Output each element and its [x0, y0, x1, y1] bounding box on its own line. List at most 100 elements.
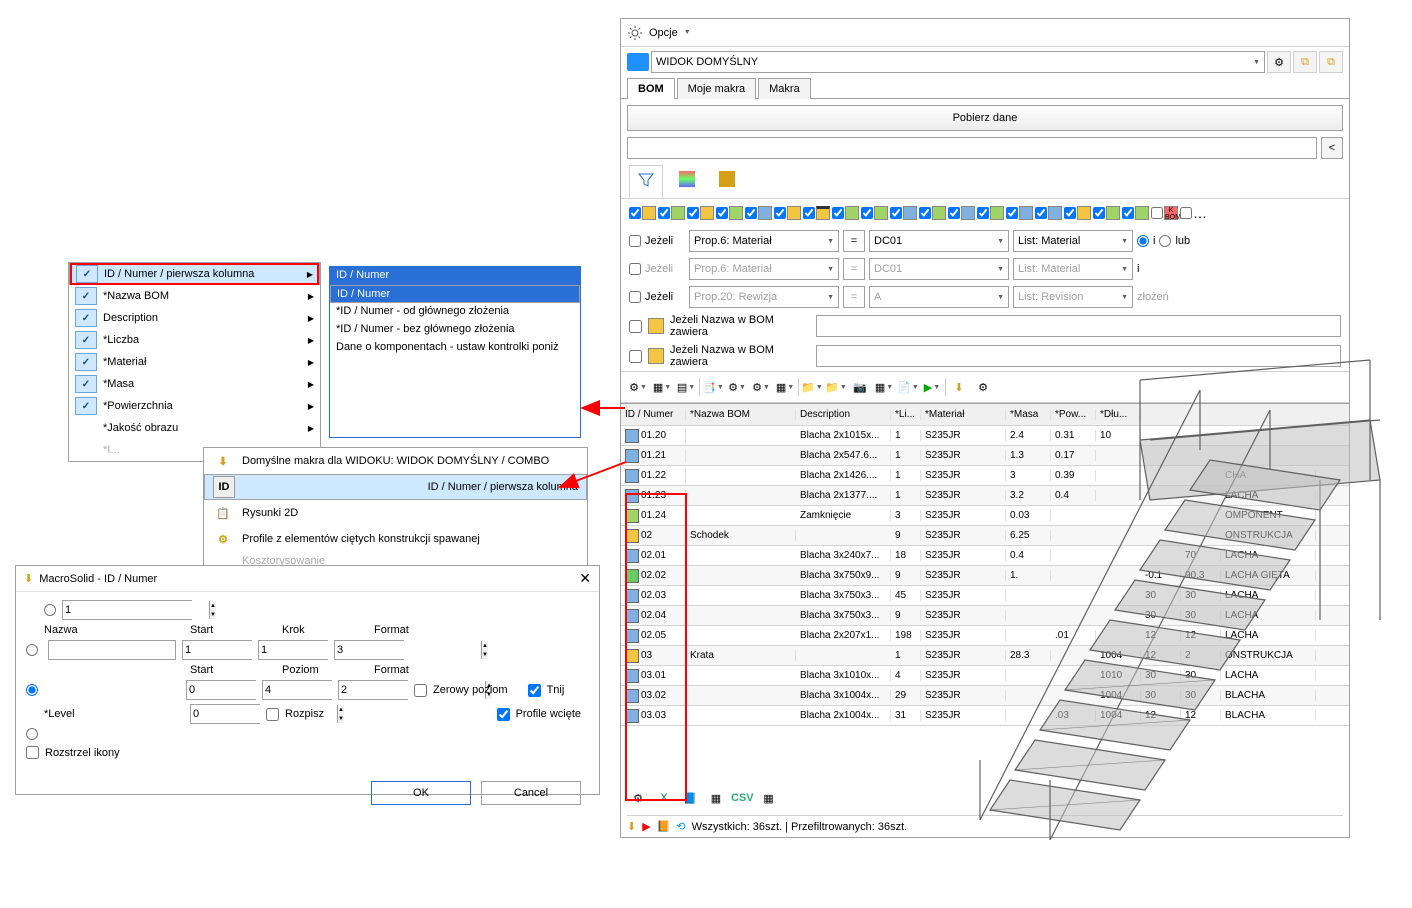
filter-list-select[interactable]: List: Material▼ — [1013, 258, 1133, 280]
search-input[interactable] — [627, 137, 1317, 159]
menu-item[interactable]: ✓*Nazwa BOM▶ — [69, 285, 320, 307]
name-filter-checkbox[interactable] — [629, 350, 642, 363]
filter-checkbox[interactable] — [890, 206, 917, 220]
menu-item[interactable]: ✓ ID / Numer / pierwsza kolumna ▶ — [69, 263, 320, 285]
filter-prop-select[interactable]: Prop.6: Materiał▼ — [689, 230, 839, 252]
filter-prop-select[interactable]: Prop.20: Rewizja▼ — [689, 286, 839, 308]
col-header[interactable]: *Materiał — [921, 409, 1006, 420]
filter-checkbox[interactable] — [745, 206, 772, 220]
format-spinner[interactable]: ▲▼ — [334, 640, 404, 660]
submenu-item[interactable]: ID / Numer — [330, 285, 580, 303]
duplicate-button[interactable]: ⧉ — [1319, 51, 1343, 73]
macro-item[interactable]: 📋 Rysunki 2D — [204, 500, 587, 526]
filter-checkbox[interactable]: KBOM — [1151, 206, 1178, 220]
menu-item[interactable]: ✓*Powierzchnia▶ — [69, 395, 320, 417]
menu-item[interactable]: ✓*Masa▶ — [69, 373, 320, 395]
level-spinner[interactable]: ▲▼ — [190, 704, 260, 724]
filter-val-select[interactable]: DC01▼ — [869, 230, 1009, 252]
menu-item[interactable]: *Jakość obrazu▶ — [69, 417, 320, 439]
tool-btn[interactable]: ⚙▼ — [750, 376, 772, 398]
teamviewer-icon[interactable]: ⟲ — [676, 820, 685, 833]
col-header[interactable]: *Pow... — [1051, 409, 1096, 420]
filter-checkbox[interactable] — [687, 206, 714, 220]
qr-icon[interactable]: ▦▼ — [873, 376, 895, 398]
radio-i[interactable] — [1137, 235, 1149, 247]
name-filter-input[interactable] — [816, 315, 1341, 337]
filter-checkbox[interactable] — [803, 206, 830, 220]
table-row[interactable]: 02.04Blacha 3x750x3...9S235JR3030LACHA — [621, 606, 1349, 626]
filter-checkbox[interactable] — [1064, 206, 1091, 220]
macro-item[interactable]: ⚙ Profile z elementów ciętych konstrukcj… — [204, 526, 587, 552]
filter-enable-checkbox[interactable] — [629, 291, 641, 303]
col-header[interactable]: *Dłu... — [1096, 409, 1141, 420]
radio-lub[interactable] — [1159, 235, 1171, 247]
camera-icon[interactable]: 📷 — [849, 376, 871, 398]
table-row[interactable]: 01.21Blacha 2x547.6...1S235JR1.30.17 — [621, 446, 1349, 466]
filter-val-select[interactable]: A▼ — [869, 286, 1009, 308]
name-filter-input[interactable] — [816, 345, 1341, 367]
youtube-icon[interactable]: ▶ — [642, 820, 650, 833]
gear-icon[interactable]: ⚙▼ — [627, 376, 649, 398]
table-row[interactable]: 02.05Blacha 2x207x1...198S235JR.011212LA… — [621, 626, 1349, 646]
nazwa-input[interactable] — [48, 640, 176, 660]
table-row[interactable]: 01.22Blacha 2x1426....1S235JR30.39CHA — [621, 466, 1349, 486]
close-icon[interactable]: ✕ — [579, 570, 591, 587]
opcje-label[interactable]: Opcje — [649, 27, 678, 39]
radio-option[interactable] — [44, 604, 56, 616]
down-icon[interactable]: ⬇ — [948, 376, 970, 398]
table-row[interactable]: 01.24Zamknięcie3S235JR0.03OMPONENT — [621, 506, 1349, 526]
rozpisz-checkbox[interactable] — [266, 708, 279, 721]
tool-btn[interactable]: 📁▼ — [825, 376, 847, 398]
col-header[interactable]: Description — [796, 409, 891, 420]
table-tab[interactable] — [671, 165, 703, 198]
macro-item[interactable]: ID ID / Numer / pierwsza kolumna — [204, 474, 587, 500]
profile-checkbox[interactable] — [497, 708, 510, 721]
search-clear-button[interactable]: < — [1321, 137, 1343, 159]
filter-checkbox[interactable] — [629, 206, 656, 220]
filter-checkbox[interactable] — [832, 206, 859, 220]
table-row[interactable]: 03Krata1S235JR28.31004122ONSTRUKCJA — [621, 646, 1349, 666]
tool-btn[interactable]: ▦▼ — [774, 376, 796, 398]
poziom-spinner[interactable]: ▲▼ — [262, 680, 332, 700]
filter-tab[interactable] — [629, 165, 663, 198]
radio-option[interactable] — [26, 644, 38, 656]
col-header[interactable]: *Nazwa BOM — [686, 409, 796, 420]
table-row[interactable]: 03.02Blacha 3x1004x...29S235JR10043030BL… — [621, 686, 1349, 706]
filter-checkbox[interactable] — [977, 206, 1004, 220]
filter-checkbox[interactable] — [1122, 206, 1149, 220]
radio-option[interactable] — [26, 728, 38, 740]
pdf-icon[interactable]: 📄▼ — [897, 376, 919, 398]
book-icon[interactable]: 📙 — [657, 820, 671, 833]
filter-list-select[interactable]: List: Material▼ — [1013, 230, 1133, 252]
csv-label[interactable]: CSV — [731, 787, 754, 809]
table-row[interactable]: 03.03Blacha 2x1004x...31S235JR.031004121… — [621, 706, 1349, 726]
filter-checkbox[interactable] — [948, 206, 975, 220]
tool-btn[interactable]: ▦▼ — [651, 376, 673, 398]
config-tab[interactable] — [711, 165, 743, 198]
filter-checkbox[interactable] — [1093, 206, 1120, 220]
copy-button[interactable]: ⧉ — [1293, 51, 1317, 73]
menu-item[interactable]: ✓*Materiał▶ — [69, 351, 320, 373]
spinner[interactable]: ▲▼ — [62, 600, 192, 620]
table-row[interactable]: 02.03Blacha 3x750x3...45S235JR3030LACHA — [621, 586, 1349, 606]
filter-prop-select[interactable]: Prop.6: Materiał▼ — [689, 258, 839, 280]
tool-btn[interactable]: ⚙▼ — [726, 376, 748, 398]
view-select[interactable]: WIDOK DOMYŚLNY▼ — [651, 51, 1265, 73]
pobierz-dane-button[interactable]: Pobierz dane — [627, 105, 1343, 131]
krok-spinner[interactable]: ▲▼ — [258, 640, 328, 660]
play-icon[interactable]: ▶▼ — [921, 376, 943, 398]
filter-checkbox[interactable] — [774, 206, 801, 220]
table-row[interactable]: 02.01Blacha 3x240x7...18S235JR0.470LACHA — [621, 546, 1349, 566]
table-row[interactable]: 02.02Blacha 3x750x9...9S235JR1.-0.190.3L… — [621, 566, 1349, 586]
tool-btn[interactable]: ▤▼ — [675, 376, 697, 398]
table-row[interactable]: 03.01Blacha 3x1010x...4S235JR10103030LAC… — [621, 666, 1349, 686]
cancel-button[interactable]: Cancel — [481, 781, 581, 805]
zerowy-checkbox[interactable] — [414, 684, 427, 697]
filter-checkbox[interactable] — [658, 206, 685, 220]
gear-icon[interactable]: ⚙ — [627, 787, 649, 809]
tool-btn[interactable]: ⚙ — [972, 376, 994, 398]
tool-btn[interactable]: 📁▼ — [801, 376, 823, 398]
settings-button[interactable]: ⚙ — [1267, 51, 1291, 73]
table-icon[interactable]: ▦ — [758, 787, 780, 809]
filter-checkbox[interactable] — [1006, 206, 1033, 220]
